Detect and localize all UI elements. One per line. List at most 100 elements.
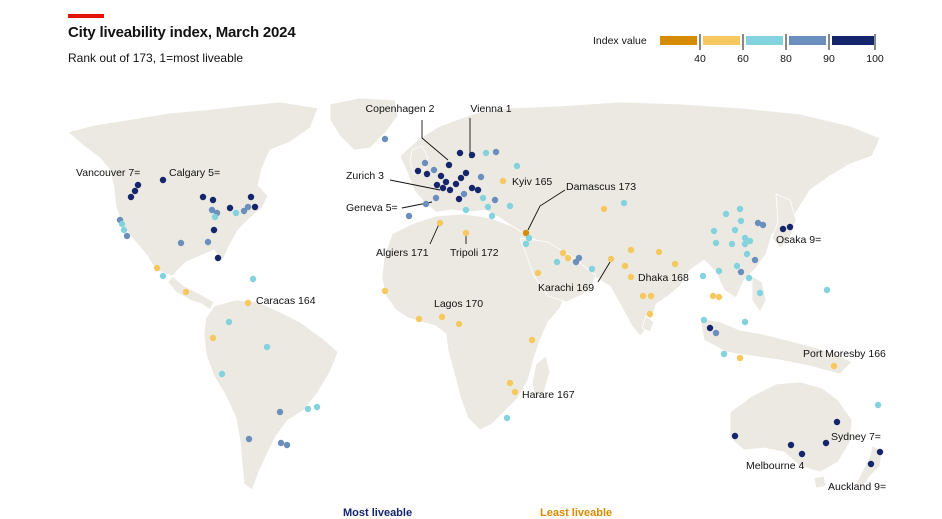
city-marker (460, 190, 468, 198)
label-vienna: Vienna 1 (470, 103, 511, 115)
label-copenhagen: Copenhagen 2 (366, 103, 435, 115)
legend-label-3: 90 (823, 53, 835, 65)
city-marker (182, 288, 190, 296)
city-marker (867, 460, 875, 468)
city-marker-tripoli (462, 229, 470, 237)
city-marker (127, 193, 135, 201)
leader-damascus (527, 189, 566, 231)
legend-label-2: 80 (780, 53, 792, 65)
city-marker-zurich (446, 186, 454, 194)
city-marker (479, 194, 487, 202)
city-marker (210, 226, 218, 234)
city-marker (244, 203, 252, 211)
city-marker-harare (511, 388, 519, 396)
city-marker (731, 432, 739, 440)
city-marker (506, 379, 514, 387)
city-marker (503, 414, 511, 422)
legend-swatch-4 (832, 36, 874, 45)
city-marker (468, 151, 476, 159)
landmasses (67, 97, 883, 491)
city-marker (513, 162, 521, 170)
city-marker (743, 250, 751, 258)
city-marker-melbourne (798, 450, 806, 458)
city-marker (455, 195, 463, 203)
legend-swatch-2 (746, 36, 783, 45)
accent-bar (68, 14, 104, 18)
land-south-america (203, 299, 339, 491)
city-marker (204, 238, 212, 246)
city-marker (575, 254, 583, 262)
city-marker (722, 210, 730, 218)
city-marker (671, 260, 679, 268)
label-lagos: Lagos 170 (434, 298, 483, 310)
land-arabia (519, 237, 597, 303)
city-marker (277, 439, 285, 447)
label-calgary: Calgary 5= (169, 167, 220, 179)
city-marker-caracas (244, 299, 252, 307)
city-marker (283, 441, 291, 449)
city-marker (559, 249, 567, 257)
city-marker-vienna (468, 184, 476, 192)
label-geneva: Geneva 5= (346, 202, 398, 214)
leader-karachi (597, 261, 611, 283)
city-marker (754, 219, 762, 227)
city-marker-damascus (522, 229, 530, 237)
city-marker (423, 170, 431, 178)
city-marker (833, 418, 841, 426)
land-new-zealand (855, 445, 883, 489)
city-marker-copenhagen (445, 161, 453, 169)
city-marker-kyiv (499, 177, 507, 185)
city-marker (218, 370, 226, 378)
city-marker (199, 193, 207, 201)
city-marker (474, 186, 482, 194)
city-marker (455, 320, 463, 328)
city-marker (131, 187, 139, 195)
city-marker (456, 149, 464, 157)
city-marker (588, 265, 596, 273)
land-greenland (329, 97, 399, 151)
city-marker (746, 237, 754, 245)
city-marker-port-moresby (830, 362, 838, 370)
city-marker (736, 354, 744, 362)
label-melbourne: Melbourne 4 (746, 460, 805, 472)
city-marker (715, 267, 723, 275)
city-marker (462, 169, 470, 177)
legend-swatch-1 (703, 36, 740, 45)
city-marker (737, 268, 745, 276)
city-marker (421, 159, 429, 167)
city-marker (462, 206, 470, 214)
land-tasmania (813, 475, 827, 489)
label-caracas: Caracas 164 (256, 295, 316, 307)
land-japan (771, 193, 797, 249)
city-marker (492, 148, 500, 156)
city-marker-algiers (436, 219, 444, 227)
city-marker (123, 232, 131, 240)
city-marker (118, 220, 126, 228)
legend: Index value 40 60 80 90 100 (593, 34, 884, 65)
label-dhaka: Dhaka 168 (638, 272, 689, 284)
city-marker (600, 205, 608, 213)
city-marker (247, 193, 255, 201)
legend-title: Index value (593, 35, 647, 47)
city-marker (433, 181, 441, 189)
city-marker (620, 199, 628, 207)
city-marker-dhaka (627, 273, 635, 281)
land-india-sri-lanka (641, 315, 655, 333)
city-marker (405, 212, 413, 220)
legend-label-4: 100 (866, 53, 884, 65)
label-port-moresby: Port Moresby 166 (803, 348, 886, 360)
city-marker-osaka (779, 225, 787, 233)
city-marker (646, 310, 654, 318)
city-marker (488, 212, 496, 220)
land-australia (729, 381, 853, 473)
city-marker (477, 173, 485, 181)
city-marker (751, 256, 759, 264)
city-marker-karachi (607, 255, 615, 263)
city-marker (452, 180, 460, 188)
city-marker (639, 292, 647, 300)
city-marker (564, 254, 572, 262)
chart-title: City liveability index, March 2024 (68, 24, 296, 41)
city-marker (786, 223, 794, 231)
city-marker (787, 441, 795, 449)
city-marker (522, 240, 530, 248)
